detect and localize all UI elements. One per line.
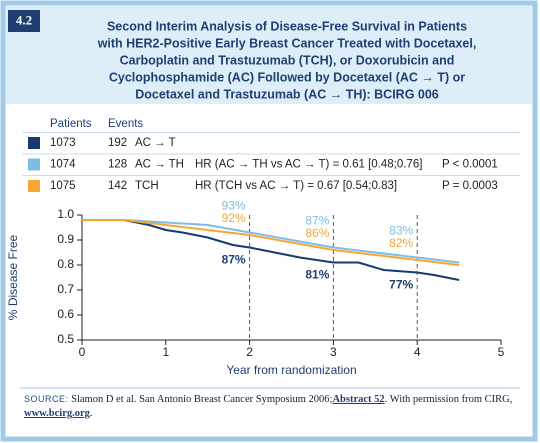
chart-title: Second Interim Analysis of Disease-Free … (107, 19, 467, 33)
chart-title: with HER2-Positive Early Breast Cancer T… (97, 36, 477, 50)
source: SOURCE: Slamon D et al. San Antonio Brea… (24, 392, 520, 421)
milestone-label: 86% (305, 226, 329, 240)
legend-swatch (28, 158, 40, 171)
y-tick-label: 0.9 (57, 232, 74, 246)
milestone-label: 92% (222, 211, 246, 225)
y-tick-label: 0.8 (57, 257, 74, 271)
y-axis-label: % Disease Free (6, 234, 20, 320)
source-abstract: Abstract 52 (332, 394, 385, 405)
legend-swatch (28, 137, 40, 149)
hazard-ratio: HR (AC → TH vs AC → T) = 0.61 [0.48;0.76… (195, 159, 422, 171)
chart-title: Carboplatin and Trastuzumab (TCH), or Do… (120, 53, 455, 67)
legend-label: AC → TH (135, 159, 184, 171)
source-link[interactable]: www.bcirg.org (24, 408, 90, 419)
header-band (6, 6, 532, 104)
hazard-ratio: HR (TCH vs AC → T) = 0.67 [0.54;0.83] (195, 180, 397, 192)
milestone-label: 77% (389, 278, 413, 292)
y-tick-label: 1.0 (57, 207, 74, 221)
chart-title: Cyclophosphamide (AC) Followed by Doceta… (109, 70, 465, 84)
x-tick-label: 1 (162, 345, 169, 359)
survival-curve (82, 219, 460, 264)
events: 142 (108, 180, 127, 192)
milestone-label: 87% (222, 253, 246, 267)
badge: 4.2 (16, 12, 32, 27)
x-axis-label: Year from randomization (226, 363, 356, 377)
events: 192 (108, 137, 127, 149)
milestone-label: 93% (222, 199, 246, 213)
x-tick-label: 5 (498, 345, 505, 359)
p-value: P < 0.0001 (442, 159, 498, 171)
legend-swatch (28, 180, 40, 192)
milestone-label: 83% (389, 224, 413, 238)
chart-title: Docetaxel and Trastuzumab (AC → TH): BCI… (135, 87, 439, 101)
badge-box (8, 10, 40, 32)
y-tick-label: 0.7 (57, 282, 74, 296)
patients: 1074 (50, 159, 76, 171)
survival-curve (82, 219, 460, 266)
legend-label: AC → T (135, 137, 176, 149)
legend-header: Events (108, 118, 143, 130)
legend-header: Patients (50, 118, 92, 130)
milestone-label: 82% (389, 236, 413, 250)
y-tick-label: 0.6 (57, 307, 74, 321)
survival-curve (82, 219, 460, 281)
x-tick-label: 0 (79, 345, 86, 359)
source-label: SOURCE: (24, 394, 69, 404)
x-tick-label: 3 (330, 345, 337, 359)
patients: 1075 (50, 180, 76, 192)
source-text: Slamon D et al. San Antonio Breast Cance… (71, 394, 333, 405)
source-end: . (89, 408, 93, 419)
events: 128 (108, 159, 127, 171)
source-text: . With permission from CIRG, (384, 394, 513, 405)
x-tick-label: 2 (246, 345, 253, 359)
milestone-label: 87% (305, 214, 329, 228)
y-tick-label: 0.5 (57, 332, 74, 346)
x-tick-label: 4 (414, 345, 421, 359)
milestone-label: 81% (305, 268, 329, 282)
p-value: P = 0.0003 (442, 180, 498, 192)
patients: 1073 (50, 137, 76, 149)
legend-label: TCH (135, 180, 159, 192)
